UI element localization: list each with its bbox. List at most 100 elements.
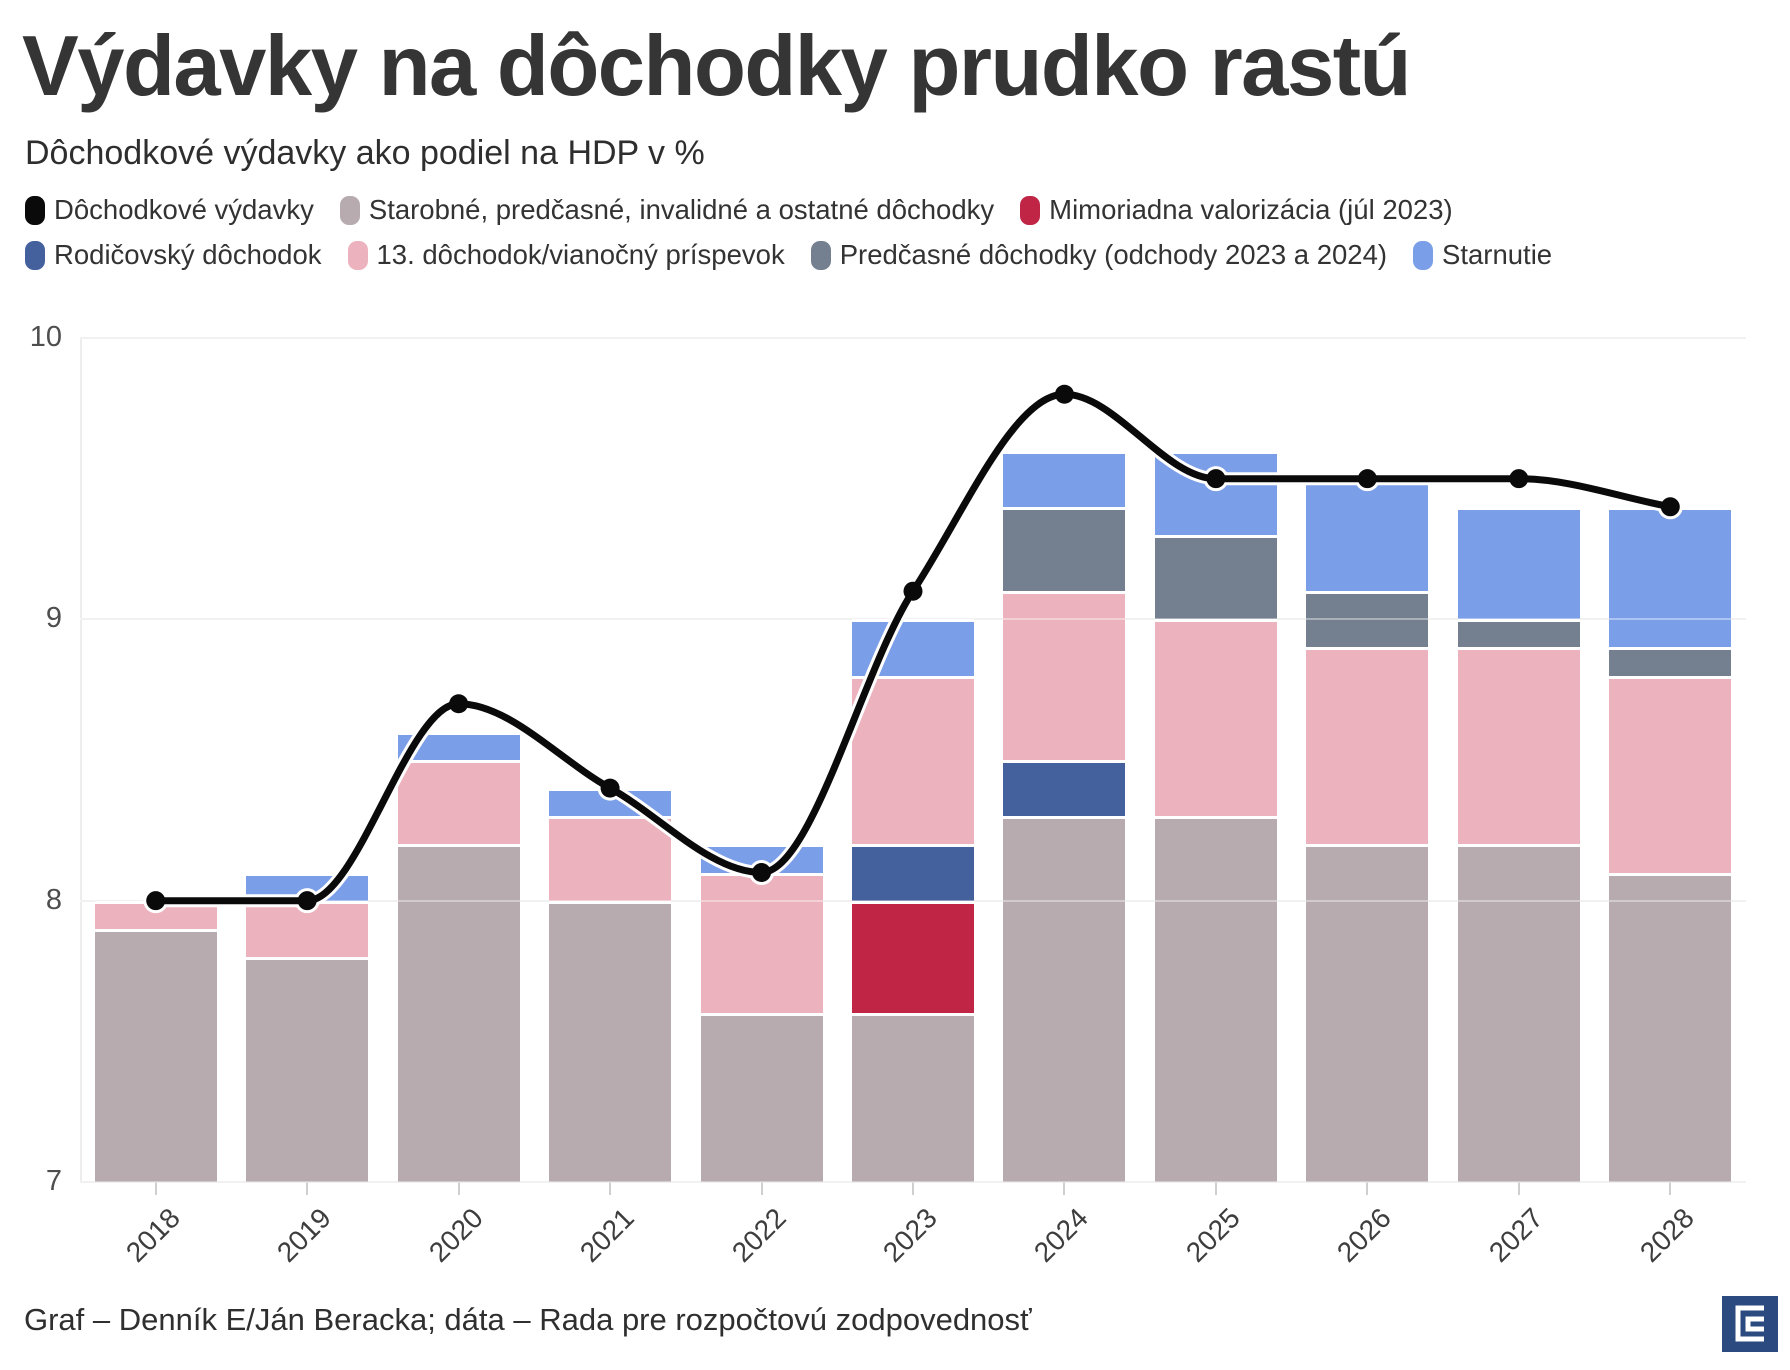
gridline-overlay [80,899,1746,902]
bar-segment[interactable] [700,844,823,873]
x-tick [1366,1182,1369,1195]
x-tick-label-2026: 2026 [1331,1202,1398,1268]
chart-subtitle: Dôchodkové výdavky ako podiel na HDP v % [25,134,705,172]
bar-segment[interactable] [549,900,672,1182]
bar-segment[interactable] [852,619,974,676]
legend-swatch [25,240,45,270]
x-tick [1214,1182,1217,1195]
bar-segment[interactable] [549,788,672,817]
bar-2019 [246,338,369,1182]
legend-item-4: 13. dôchodok/vianočný príspevok [347,239,785,271]
legend-swatch [1020,195,1041,225]
bar-segment[interactable] [1154,816,1277,1182]
legend-label: Dôchodkové výdavky [54,194,314,225]
chart-credit: Graf – Denník E/Ján Beracka; dáta – Rada… [24,1302,1032,1337]
y-axis-line [80,338,82,1182]
dennik-e-logo-icon [1722,1296,1778,1352]
gridline-overlay [80,618,1746,621]
bar-segment[interactable] [852,844,974,901]
bar-segment[interactable] [1457,647,1580,845]
bar-segment[interactable] [397,731,520,760]
bar-segment[interactable] [94,900,217,929]
legend-item-3: Rodičovský dôchodok [25,239,322,271]
legend-label: Mimoriadna valorizácia (júl 2023) [1049,194,1453,225]
bar-2026 [1306,338,1429,1182]
x-tick [1517,1182,1520,1195]
bar-segment[interactable] [1609,872,1732,1182]
y-tick-label-8: 8 [45,883,62,916]
bar-segment[interactable] [397,844,520,1182]
gridline-overlay [80,337,1746,339]
x-tick-label-2019: 2019 [271,1202,338,1268]
bar-segment[interactable] [246,872,369,901]
bar-segment[interactable] [1609,647,1732,676]
page-title: Výdavky na dôchodky prudko rastú [22,19,1411,114]
bar-segment[interactable] [1457,506,1580,620]
legend-label: Rodičovský dôchodok [54,239,322,270]
bar-segment[interactable] [1003,450,1126,507]
x-tick-label-2025: 2025 [1179,1202,1246,1268]
bar-segment[interactable] [1306,647,1429,845]
bar-2020 [397,338,520,1182]
bar-segment[interactable] [1154,450,1277,535]
bar-segment[interactable] [1003,591,1126,760]
legend-swatch [347,240,368,270]
gridline-10 [80,337,1746,339]
bar-2022 [700,338,823,1182]
bar-2027 [1457,338,1580,1182]
legend-swatch [810,240,831,270]
bar-segment[interactable] [1003,506,1126,592]
legend-item-5: Predčasné dôchodky (odchody 2023 a 2024) [810,239,1388,271]
bar-2021 [549,338,672,1182]
bar-segment[interactable] [246,956,369,1182]
bar-segment[interactable] [1306,478,1429,592]
plot-area: 2018 2019 2020 2021 2022 2023 2024 2025 2026 2027… [80,337,1746,1268]
bar-segment[interactable] [700,1013,823,1182]
bar-2018 [94,338,217,1182]
bar-segment[interactable] [1003,760,1126,817]
bar-segment[interactable] [852,1013,974,1182]
x-tick [1063,1182,1066,1195]
x-tick [609,1182,612,1195]
bar-segment[interactable] [1306,844,1429,1182]
legend-label: Starnutie [1442,239,1553,270]
bar-segment[interactable] [1154,534,1277,620]
bar-segment[interactable] [1154,619,1277,817]
bar-2025 [1154,338,1277,1182]
legend-label: Starobné, predčasné, invalidné a ostatné… [368,194,995,225]
x-tick-label-2018: 2018 [119,1202,186,1268]
bar-segment[interactable] [852,675,974,845]
bar-segment[interactable] [1609,675,1732,873]
legend-row-2: Rodičovský dôchodok 13. dôchodok/vianočný… [25,239,1552,271]
bar-segment[interactable] [94,928,217,1182]
y-tick-label-10: 10 [29,321,62,353]
legend-swatch [25,195,45,225]
x-tick [760,1182,763,1195]
legend-swatch [1413,240,1434,270]
bar-segment[interactable] [1457,619,1580,648]
x-tick-label-2027: 2027 [1482,1202,1549,1268]
bar-segment[interactable] [397,760,520,845]
x-tick-label-2024: 2024 [1028,1202,1095,1268]
bar-segment[interactable] [852,900,974,1014]
x-tick [154,1182,157,1195]
bar-segment[interactable] [1609,506,1732,648]
bar-segment[interactable] [1003,816,1126,1182]
x-tick-label-2020: 2020 [422,1202,489,1268]
bar-segment[interactable] [549,816,672,901]
bar-segment[interactable] [1457,844,1580,1182]
x-tick-label-2028: 2028 [1634,1202,1701,1268]
legend-row-1: Dôchodkové výdavky Starobné, predčasné, i… [25,194,1453,226]
bar-segment[interactable] [246,900,369,957]
x-tick-label-2022: 2022 [725,1202,792,1268]
x-tick [306,1182,309,1195]
bar-segment[interactable] [700,872,823,1014]
y-tick-label-9: 9 [45,602,62,635]
bar-2028 [1609,338,1732,1182]
x-tick [912,1182,914,1195]
dennik-e-logo [1722,1296,1778,1352]
legend-item-0: Dôchodkové výdavky [25,194,314,226]
x-tick [1669,1182,1672,1195]
legend-label: Predčasné dôchodky (odchody 2023 a 2024) [839,239,1388,270]
legend-item-1: Starobné, predčasné, invalidné a ostatné… [339,194,995,226]
